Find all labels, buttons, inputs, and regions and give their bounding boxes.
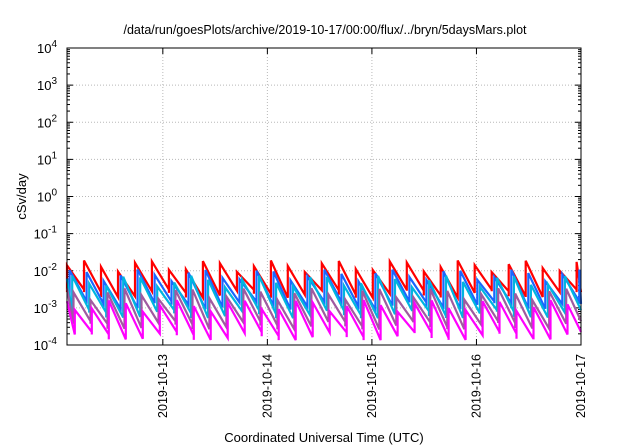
series-line-3 [65, 275, 582, 320]
y-tick-base: 10 [37, 190, 51, 205]
y-tick-exponent: 3 [51, 76, 57, 87]
y-tick-exponent: 2 [51, 113, 57, 124]
x-axis-ticks: 2019-10-13 2019-10-14 2019-10-15 2019-10-16… [156, 48, 588, 418]
y-tick-exponent: 4 [51, 39, 57, 50]
y-tick-label: 104 [37, 39, 57, 56]
y-tick-base: 10 [34, 264, 48, 279]
y-tick-base: 10 [37, 41, 51, 56]
y-tick-exponent: 0 [51, 188, 57, 199]
y-tick-base: 10 [37, 115, 51, 130]
y-tick-base: 10 [34, 301, 48, 316]
x-tick-label: 2019-10-14 [260, 354, 274, 418]
y-tick-label: 100 [37, 188, 57, 205]
x-tick-label: 2019-10-15 [365, 354, 379, 418]
y-tick-base: 10 [37, 152, 51, 167]
y-tick-label: 10-4 [34, 336, 58, 353]
y-tick-label: 10-1 [34, 225, 58, 242]
x-tick-label: 2019-10-17 [574, 354, 588, 418]
y-tick-label: 102 [37, 113, 57, 130]
x-axis-label: Coordinated Universal Time (UTC) [224, 430, 423, 445]
x-tick-label: 2019-10-16 [469, 354, 483, 418]
y-tick-label: 101 [37, 150, 57, 167]
y-tick-label: 10-3 [34, 299, 58, 316]
series-line-4 [65, 287, 583, 334]
y-tick-base: 10 [34, 338, 48, 353]
y-tick-exponent: -4 [48, 336, 57, 347]
y-tick-exponent: 1 [51, 150, 57, 161]
x-tick-label: 2019-10-13 [156, 354, 170, 418]
plot-frame [66, 47, 582, 346]
y-tick-exponent: -3 [48, 299, 57, 310]
y-tick-exponent: -1 [48, 225, 57, 236]
series-group [65, 257, 583, 342]
y-axis-label: cSv/day [14, 173, 29, 220]
y-tick-base: 10 [34, 227, 48, 242]
series-line-5 [65, 298, 582, 342]
y-tick-label: 10-2 [34, 262, 58, 279]
y-tick-exponent: -2 [48, 262, 57, 273]
y-tick-base: 10 [37, 78, 51, 93]
y-tick-label: 103 [37, 76, 57, 93]
series-line-1 [65, 257, 583, 302]
chart-title: /data/run/goesPlots/archive/2019-10-17/0… [123, 23, 527, 37]
